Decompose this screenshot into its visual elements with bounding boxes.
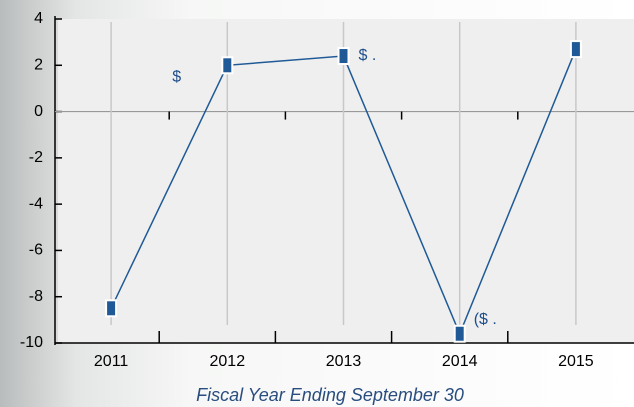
y-tick-label: -4 bbox=[29, 195, 43, 212]
y-tick-label: -6 bbox=[29, 242, 43, 259]
point bbox=[221, 56, 234, 75]
annotation: $ . bbox=[359, 47, 377, 64]
point bbox=[569, 40, 582, 59]
x-tick-label: 2014 bbox=[442, 353, 478, 370]
annotation: ($ . bbox=[474, 311, 497, 328]
x-tick-label: 2011 bbox=[94, 353, 129, 370]
y-tick-label: 0 bbox=[34, 103, 43, 120]
x-tick-label: 2015 bbox=[558, 353, 594, 370]
point bbox=[453, 324, 466, 343]
x-tick-label: 2013 bbox=[326, 353, 362, 370]
point bbox=[337, 47, 350, 66]
y-tick-label: -10 bbox=[20, 334, 43, 351]
y-tick-label: -2 bbox=[29, 149, 43, 166]
point bbox=[105, 299, 118, 318]
y-tick-label: 2 bbox=[34, 57, 43, 74]
x-axis-label: Fiscal Year Ending September 30 bbox=[196, 385, 464, 405]
y-tick-label: 4 bbox=[34, 10, 43, 27]
x-tick-label: 2012 bbox=[210, 353, 246, 370]
y-tick-label: -8 bbox=[29, 288, 43, 305]
annotation: $ bbox=[172, 69, 181, 86]
plot-area bbox=[58, 19, 634, 343]
